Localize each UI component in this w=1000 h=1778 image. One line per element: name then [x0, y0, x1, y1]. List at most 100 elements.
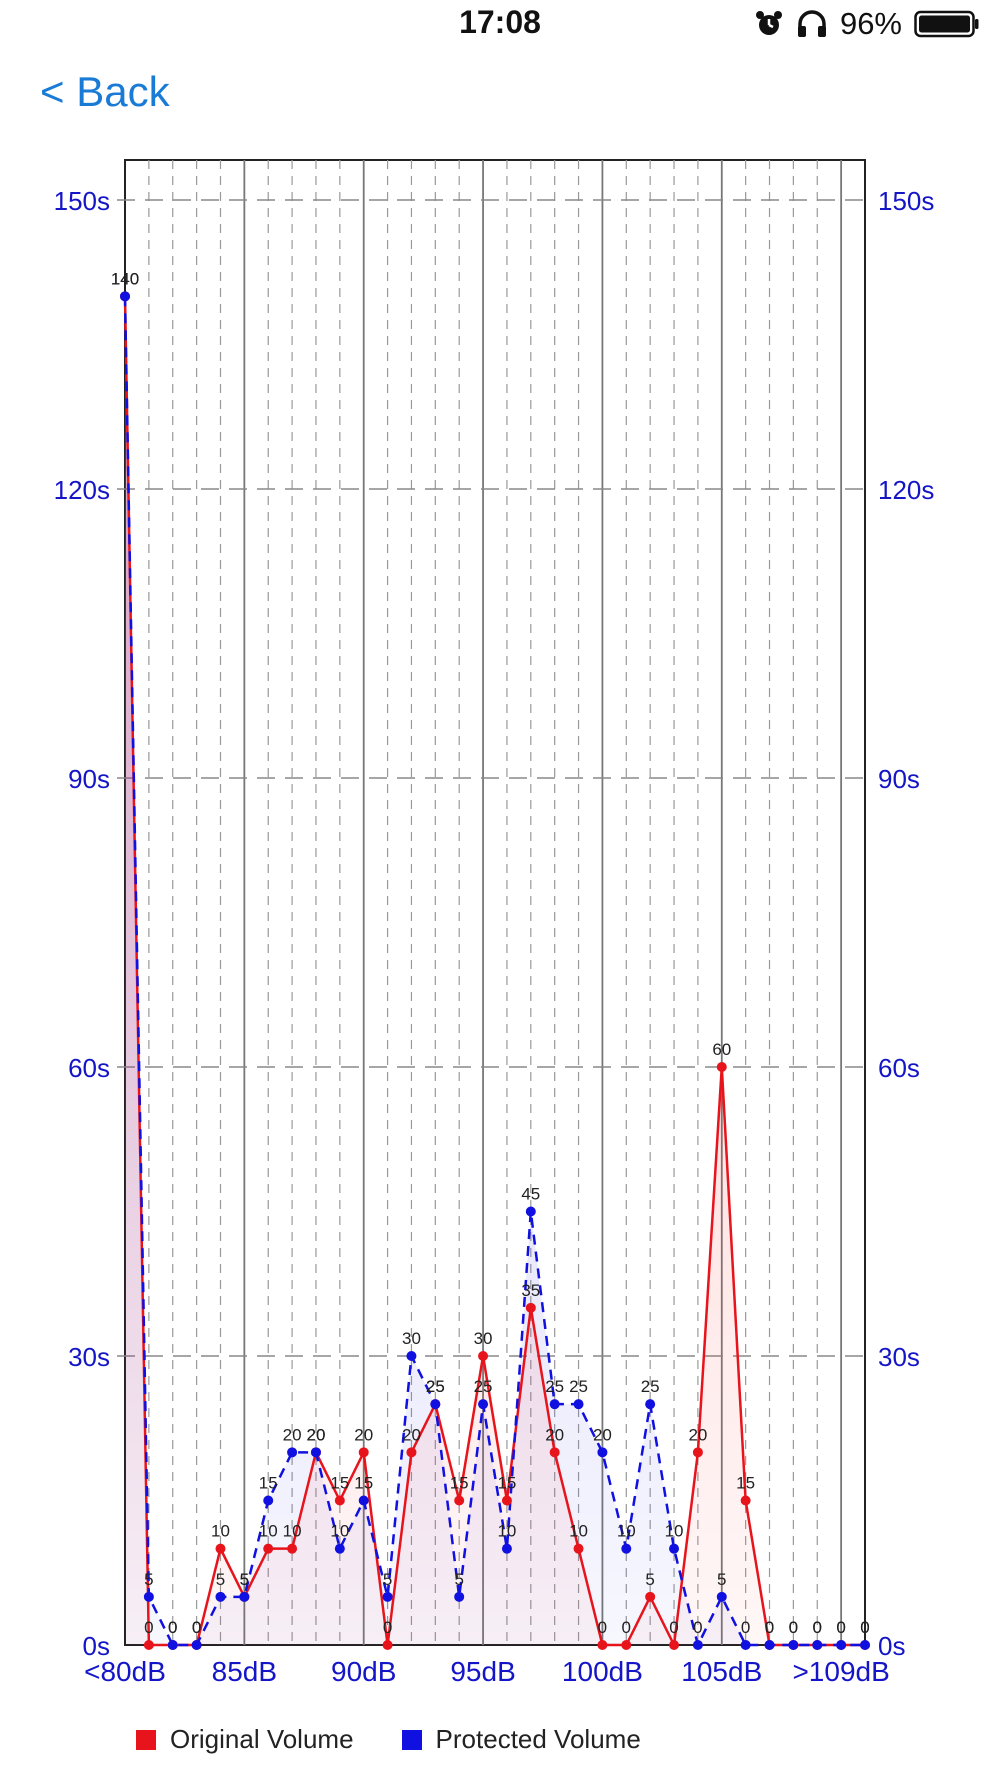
protected-point: [645, 1399, 656, 1410]
original-point: [597, 1640, 608, 1650]
protected-data-label: 0: [168, 1618, 177, 1637]
x-tick-label: 100dB: [562, 1656, 643, 1687]
y-tick-label-left: 90s: [68, 764, 110, 794]
original-point: [669, 1640, 680, 1650]
original-data-label: 25: [426, 1377, 445, 1396]
protected-point: [740, 1640, 751, 1650]
protected-data-label: 140: [111, 269, 139, 288]
original-data-label: 15: [497, 1474, 516, 1493]
original-point: [143, 1640, 154, 1650]
protected-data-label: 15: [354, 1474, 373, 1493]
y-tick-label-right: 150s: [878, 186, 934, 216]
original-data-label: 20: [307, 1425, 326, 1444]
protected-data-label: 20: [593, 1425, 612, 1444]
status-icons: 96%: [754, 6, 980, 42]
original-data-label: 0: [168, 1618, 177, 1637]
protected-point: [310, 1447, 321, 1458]
protected-point: [669, 1543, 680, 1554]
original-data-label: 0: [765, 1618, 774, 1637]
legend-item-original: Original Volume: [136, 1724, 354, 1755]
protected-point: [287, 1447, 298, 1458]
legend-label-protected: Protected Volume: [435, 1724, 641, 1754]
original-data-label: 0: [192, 1618, 201, 1637]
battery-icon: [914, 9, 980, 39]
original-data-label: 60: [712, 1040, 731, 1059]
protected-data-label: 0: [789, 1618, 798, 1637]
y-tick-label-left: 60s: [68, 1053, 110, 1083]
original-point: [573, 1543, 584, 1554]
protected-data-label: 20: [307, 1425, 326, 1444]
original-data-label: 35: [521, 1281, 540, 1300]
y-tick-label-left: 30s: [68, 1342, 110, 1372]
original-area: [125, 296, 865, 1646]
original-point: [525, 1302, 536, 1313]
y-tick-label-right: 0s: [878, 1631, 905, 1661]
protected-data-label: 0: [860, 1618, 869, 1637]
alarm-icon: [754, 9, 784, 39]
status-time: 17:08: [459, 4, 541, 40]
protected-data-label: 25: [426, 1377, 445, 1396]
original-data-label: 20: [354, 1425, 373, 1444]
original-point: [263, 1543, 274, 1554]
protected-point: [716, 1591, 727, 1602]
original-point: [501, 1495, 512, 1506]
protected-data-label: 25: [569, 1377, 588, 1396]
protected-point: [812, 1640, 823, 1650]
original-point: [621, 1640, 632, 1650]
original-data-label: 20: [402, 1425, 421, 1444]
original-data-label: 20: [688, 1425, 707, 1444]
original-data-label: 0: [669, 1618, 678, 1637]
protected-data-label: 0: [813, 1618, 822, 1637]
original-point: [716, 1062, 727, 1072]
protected-point: [478, 1399, 489, 1410]
y-tick-label-left: 0s: [83, 1631, 110, 1661]
protected-data-label: 5: [240, 1570, 249, 1589]
protected-point: [334, 1543, 345, 1554]
x-tick-label: 90dB: [331, 1656, 396, 1687]
original-data-label: 15: [330, 1474, 349, 1493]
original-data-label: 140: [111, 269, 139, 288]
y-tick-label-right: 60s: [878, 1053, 920, 1083]
chart: 0s 0s 30s 30s 60s 60s 90s 90s 120s 120s 150s 150s <8…: [54, 159, 934, 1687]
x-tick-label: >109dB: [792, 1656, 889, 1687]
protected-volume-line: [123, 296, 865, 1649]
protected-data-label: 5: [383, 1570, 392, 1589]
protected-point: [860, 1640, 870, 1650]
original-data-label: 10: [569, 1522, 588, 1541]
protected-data-label: 0: [192, 1618, 201, 1637]
protected-point: [597, 1447, 608, 1458]
y-tick-label-right: 90s: [878, 764, 920, 794]
back-button[interactable]: < Back: [40, 68, 170, 115]
legend-swatch-original: [136, 1729, 156, 1750]
original-point: [358, 1447, 369, 1458]
original-point: [740, 1495, 751, 1506]
protected-point: [764, 1640, 775, 1650]
original-data-label: 10: [283, 1522, 302, 1541]
protected-data-label: 10: [665, 1522, 684, 1541]
original-point: [215, 1543, 226, 1554]
original-point: [334, 1495, 345, 1506]
original-data-label: 10: [259, 1522, 278, 1541]
protected-point: [120, 291, 130, 302]
x-tick-label: 105dB: [681, 1656, 762, 1687]
legend: Original Volume Protected Volume: [136, 1724, 689, 1755]
y-tick-label-left: 150s: [54, 186, 110, 216]
original-data-label: 0: [598, 1618, 607, 1637]
battery-percent: 96%: [839, 6, 902, 41]
original-data-label: 15: [450, 1474, 469, 1493]
protected-data-label: 0: [741, 1618, 750, 1637]
protected-data-label: 0: [836, 1618, 845, 1637]
original-data-label: 0: [836, 1618, 845, 1637]
original-data-label: 0: [144, 1618, 153, 1637]
protected-data-label: 0: [765, 1618, 774, 1637]
protected-data-label: 25: [641, 1377, 660, 1396]
y-tick-label-left: 120s: [54, 475, 110, 505]
protected-point: [167, 1640, 178, 1650]
protected-point: [215, 1591, 226, 1602]
legend-swatch-protected: [401, 1729, 422, 1750]
x-tick-label: <80dB: [84, 1656, 166, 1687]
protected-point: [621, 1543, 632, 1554]
original-point: [406, 1447, 417, 1458]
protected-point: [501, 1543, 512, 1554]
protected-data-label: 10: [330, 1522, 349, 1541]
